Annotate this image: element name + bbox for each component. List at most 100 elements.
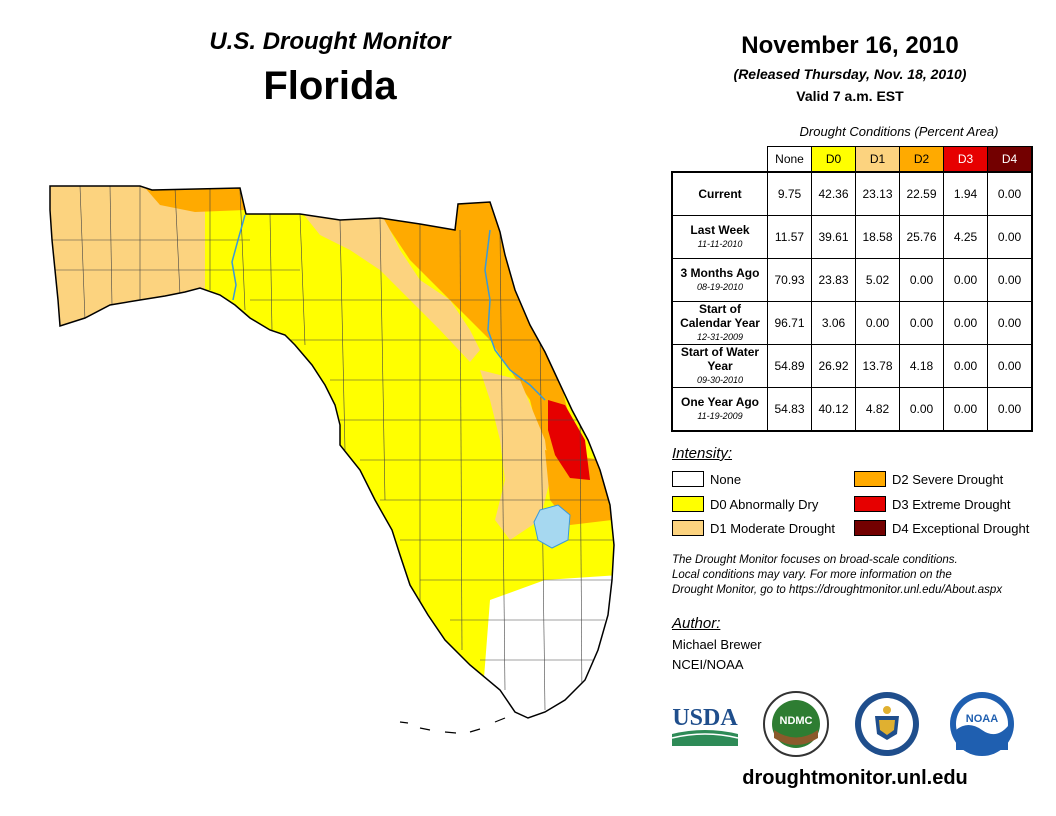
legend-label: D2 Severe Drought — [892, 471, 1004, 487]
col-header-d2: D2 — [899, 146, 944, 173]
table-cell: 9.75 — [767, 171, 812, 216]
legend-swatch — [672, 496, 704, 512]
table-cell: 0.00 — [987, 258, 1033, 302]
usda-logo: USDA — [671, 705, 738, 746]
table-cell: 25.76 — [899, 215, 944, 259]
table-cell: 54.89 — [767, 344, 812, 388]
col-header-d3: D3 — [943, 146, 988, 173]
legend-swatch — [672, 520, 704, 536]
legend-label: D4 Exceptional Drought — [892, 520, 1030, 536]
table-cell: 0.00 — [943, 344, 988, 388]
row-label: Start of Calendar Year 12-31-2009 — [671, 301, 768, 345]
table-cell: 0.00 — [987, 215, 1033, 259]
legend-item-d1: D1 Moderate Drought — [672, 519, 835, 537]
row-label: Last Week 11-11-2010 — [671, 215, 768, 259]
table-cell: 3.06 — [811, 301, 856, 345]
usda-logo-text: USDA — [672, 705, 738, 731]
row-label-date: 12-31-2009 — [696, 332, 744, 342]
row-label-date: 08-19-2010 — [696, 282, 744, 292]
table-cell: 54.83 — [767, 387, 812, 432]
table-row: One Year Ago 11-19-2009 54.83 40.12 4.82 0.00… — [671, 387, 1033, 432]
table-cell: 0.00 — [987, 171, 1033, 216]
legend-label: None — [710, 471, 742, 487]
legend-swatch — [672, 471, 704, 487]
note-line: Local conditions may vary. For more info… — [672, 569, 952, 581]
table-row: Start of Calendar Year 12-31-2009 96.71 3.0… — [671, 301, 1033, 345]
row-label: 3 Months Ago 08-19-2010 — [671, 258, 768, 302]
table-row: Last Week 11-11-2010 11.57 39.61 18.58 25.76 4… — [671, 215, 1033, 259]
table-cell: 23.13 — [855, 171, 900, 216]
row-label-text: Current — [698, 187, 742, 201]
legend-title: Intensity: — [672, 445, 733, 462]
table-cell: 0.00 — [899, 387, 944, 432]
col-header-none: None — [767, 146, 812, 173]
row-label-text: Last Week — [690, 223, 750, 237]
legend-item-d4: D4 Exceptional Drought — [854, 519, 1029, 537]
table-cell: 5.02 — [855, 258, 900, 302]
table-corner — [672, 147, 768, 173]
table-cell: 0.00 — [943, 258, 988, 302]
table-cell: 11.57 — [767, 215, 812, 259]
product-title: U.S. Drought Monitor — [209, 28, 451, 55]
row-label-text: Start of Calendar Year — [680, 302, 760, 330]
drought-stats-table: None D0 D1 D2 D3 D4 Current 9.75 42.36 23.1… — [671, 146, 1033, 432]
table-cell: 26.92 — [811, 344, 856, 388]
state-title: Florida — [263, 64, 397, 108]
row-label: Start of Water Year 09-30-2010 — [671, 344, 768, 388]
table-cell: 22.59 — [899, 171, 944, 216]
col-header-d0: D0 — [811, 146, 856, 173]
doc-seal-logo — [855, 692, 919, 756]
table-cell: 39.61 — [811, 215, 856, 259]
note-line: The Drought Monitor focuses on broad-sca… — [672, 554, 958, 566]
website-link[interactable]: droughtmonitor.unl.edu — [742, 767, 968, 789]
conditions-caption: Drought Conditions (Percent Area) — [799, 124, 999, 139]
col-header-d4: D4 — [987, 146, 1033, 173]
author-org: NCEI/NOAA — [672, 657, 744, 672]
ndmc-logo: NDMC — [763, 691, 829, 757]
table-cell: 0.00 — [899, 301, 944, 345]
table-cell: 4.82 — [855, 387, 900, 432]
row-label: Current — [671, 171, 768, 216]
table-cell: 0.00 — [855, 301, 900, 345]
legend-swatch — [854, 520, 886, 536]
author-title: Author: — [672, 615, 721, 632]
table-cell: 0.00 — [987, 301, 1033, 345]
legend-label: D0 Abnormally Dry — [710, 496, 819, 512]
table-cell: 4.25 — [943, 215, 988, 259]
col-header-d1: D1 — [855, 146, 900, 173]
row-label: One Year Ago 11-19-2009 — [671, 387, 768, 432]
note-line: Drought Monitor, go to https://droughtmo… — [672, 584, 1003, 596]
legend-item-none: None — [672, 470, 741, 488]
row-label-text: One Year Ago — [680, 395, 760, 409]
legend-label: D1 Moderate Drought — [710, 520, 836, 536]
table-cell: 0.00 — [943, 301, 988, 345]
table-cell: 1.94 — [943, 171, 988, 216]
author-name: Michael Brewer — [672, 637, 762, 652]
table-cell: 18.58 — [855, 215, 900, 259]
row-label-date: 11-11-2010 — [697, 239, 743, 249]
row-label-text: Start of Water Year — [680, 345, 760, 373]
table-cell: 0.00 — [987, 387, 1033, 432]
table-cell: 0.00 — [943, 387, 988, 432]
ndmc-logo-text: NDMC — [780, 715, 813, 727]
map-date: November 16, 2010 — [741, 32, 959, 59]
table-cell: 70.93 — [767, 258, 812, 302]
legend-swatch — [854, 471, 886, 487]
legend-label: D3 Extreme Drought — [892, 496, 1011, 512]
legend-item-d3: D3 Extreme Drought — [854, 495, 1011, 513]
table-cell: 42.36 — [811, 171, 856, 216]
noaa-logo-text: NOAA — [966, 713, 998, 725]
release-date: (Released Thursday, Nov. 18, 2010) — [733, 66, 967, 82]
table-row: Start of Water Year 09-30-2010 54.89 26.92 1… — [671, 344, 1033, 388]
noaa-logo: NOAA — [950, 692, 1014, 756]
table-row: Current 9.75 42.36 23.13 22.59 1.94 0.00 — [671, 171, 1033, 216]
table-row: 3 Months Ago 08-19-2010 70.93 23.83 5.02 0.00… — [671, 258, 1033, 302]
disclaimer-note: The Drought Monitor focuses on broad-sca… — [672, 553, 1042, 598]
table-cell: 96.71 — [767, 301, 812, 345]
legend-item-d2: D2 Severe Drought — [854, 470, 1003, 488]
table-cell: 13.78 — [855, 344, 900, 388]
table-cell: 0.00 — [987, 344, 1033, 388]
table-cell: 0.00 — [899, 258, 944, 302]
row-label-date: 09-30-2010 — [696, 375, 744, 385]
legend-swatch — [854, 496, 886, 512]
